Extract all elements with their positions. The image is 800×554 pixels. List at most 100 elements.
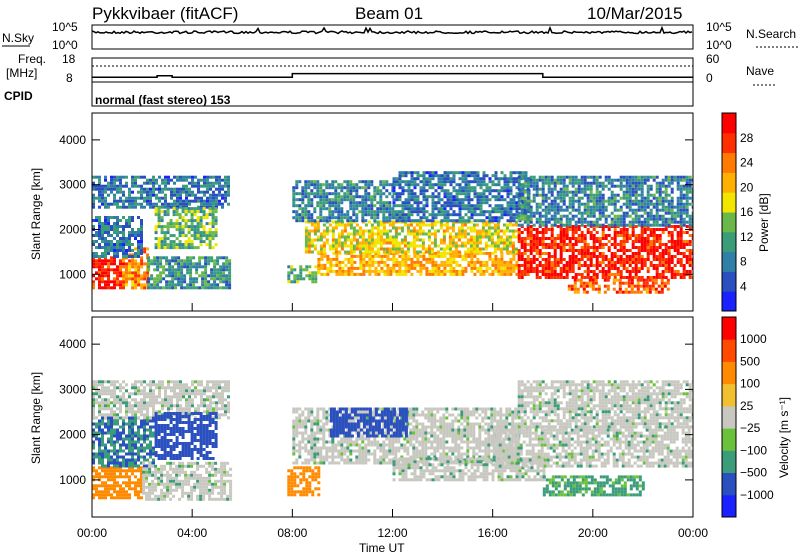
data-cell xyxy=(667,258,671,261)
data-cell xyxy=(440,272,444,276)
data-cell xyxy=(191,175,194,179)
data-cell xyxy=(404,204,408,208)
data-cell xyxy=(679,187,683,191)
data-cell xyxy=(425,198,429,202)
data-cell xyxy=(598,255,602,258)
data-cell xyxy=(167,181,170,185)
data-cell xyxy=(443,213,447,217)
data-cell xyxy=(691,252,693,255)
data-cell xyxy=(646,270,650,273)
data-cell xyxy=(517,249,521,252)
data-cell xyxy=(385,210,389,214)
colorbar-swatch xyxy=(722,113,736,134)
data-cell xyxy=(544,223,548,227)
data-cell xyxy=(520,270,524,273)
data-cell xyxy=(464,174,468,178)
data-cell xyxy=(134,484,137,488)
data-cell xyxy=(107,231,110,234)
data-cell xyxy=(395,192,399,196)
data-cell xyxy=(104,443,107,447)
data-cell xyxy=(163,210,167,214)
data-cell xyxy=(107,262,110,266)
data-cell xyxy=(331,216,335,220)
data-cell xyxy=(322,241,326,245)
data-cell xyxy=(607,258,611,261)
data-cell xyxy=(186,265,190,269)
data-cell xyxy=(377,254,381,258)
data-cell xyxy=(116,437,119,441)
data-cell xyxy=(364,198,368,202)
data-cell xyxy=(523,220,527,224)
data-cell xyxy=(373,226,377,230)
data-cell xyxy=(446,269,450,273)
data-cell xyxy=(664,178,668,182)
data-cell xyxy=(491,260,495,264)
data-cell xyxy=(349,219,353,223)
data-cell xyxy=(98,178,101,182)
data-cell xyxy=(131,280,135,284)
data-cell xyxy=(298,219,302,223)
data-cell xyxy=(553,273,557,276)
data-cell xyxy=(657,284,661,288)
data-cell xyxy=(187,240,191,244)
data-cell xyxy=(176,193,179,197)
data-cell xyxy=(382,226,386,230)
data-cell xyxy=(619,208,623,212)
data-cell xyxy=(143,199,146,203)
data-cell xyxy=(401,216,405,220)
data-cell xyxy=(634,264,638,267)
data-cell xyxy=(481,229,485,233)
data-cell xyxy=(550,208,554,212)
data-cell xyxy=(122,469,125,473)
data-cell xyxy=(168,259,172,263)
data-cell xyxy=(637,193,641,197)
data-cell xyxy=(547,196,551,200)
data-cell xyxy=(589,181,593,185)
data-cell xyxy=(179,196,182,200)
data-cell xyxy=(574,231,578,234)
data-cell xyxy=(667,193,671,197)
data-cell xyxy=(362,251,366,255)
data-cell xyxy=(506,219,510,223)
data-cell xyxy=(452,171,456,175)
data-cell xyxy=(559,190,563,194)
data-cell xyxy=(503,260,507,264)
data-cell xyxy=(607,202,611,206)
data-cell xyxy=(589,258,593,261)
data-cell xyxy=(582,281,586,285)
data-cell xyxy=(119,265,122,269)
data-cell xyxy=(107,472,110,476)
data-cell xyxy=(628,193,632,197)
data-cell xyxy=(640,184,644,188)
data-cell xyxy=(188,181,191,185)
data-cell xyxy=(454,232,458,236)
data-cell xyxy=(204,274,208,278)
data-cell xyxy=(224,196,227,200)
data-cell xyxy=(523,181,527,185)
data-cell xyxy=(401,269,405,273)
data-cell xyxy=(98,219,101,222)
data-cell xyxy=(428,272,432,276)
data-cell xyxy=(335,263,339,267)
data-cell xyxy=(98,231,101,234)
data-cell xyxy=(625,255,629,258)
data-cell xyxy=(113,431,116,435)
data-cell xyxy=(319,210,323,214)
colorbar-tick-label: 24 xyxy=(740,156,754,170)
data-cell xyxy=(475,232,479,236)
data-cell xyxy=(221,205,224,209)
data-cell xyxy=(207,256,211,260)
data-cell xyxy=(579,284,583,288)
data-cell xyxy=(140,469,143,473)
data-cell xyxy=(197,187,200,191)
data-cell xyxy=(180,277,184,281)
data-cell xyxy=(101,268,104,272)
data-cell xyxy=(619,243,623,246)
data-cell xyxy=(419,207,423,211)
data-cell xyxy=(346,244,350,248)
data-cell xyxy=(568,228,572,231)
data-cell xyxy=(182,187,185,191)
data-cell xyxy=(565,205,569,209)
data-cell xyxy=(466,226,470,230)
data-cell xyxy=(577,208,581,212)
